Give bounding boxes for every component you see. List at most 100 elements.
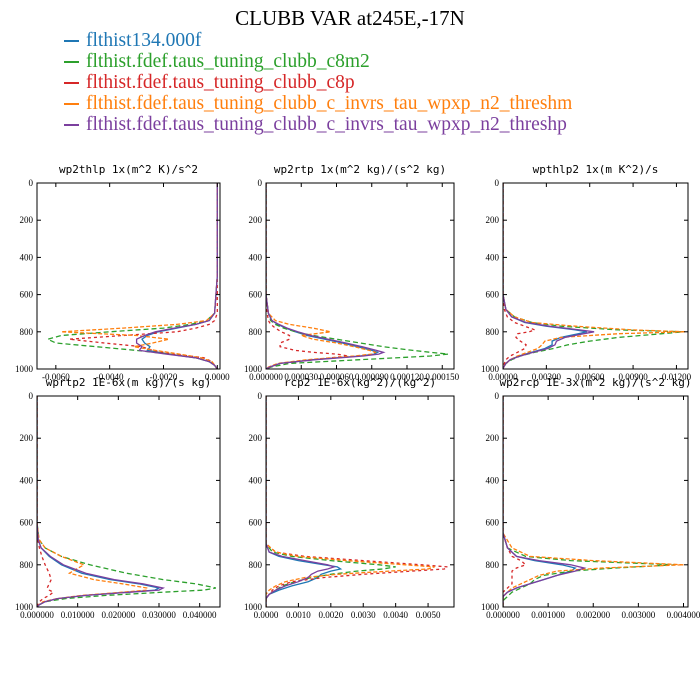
series-line [503,396,577,607]
y-tick-label: 600 [20,518,34,528]
y-tick-label: 1000 [244,364,263,374]
y-tick-label: 600 [20,290,34,300]
x-tick-label: 0.00000 [488,372,518,382]
legend-label: flthist.fdef.taus_tuning_clubb_c_invrs_t… [86,114,567,135]
y-tick-label: 0 [258,391,263,401]
panel-title: wp2rcp 1E-3x(m^2 kg)/(s^2 kg) [499,376,691,389]
panel-title: rcp2 1E-6x(kg^2)/(kg^2) [284,376,436,389]
x-tick-label: 0.0050 [416,610,441,620]
series-line [266,183,386,369]
legend-item: flthist.fdef.taus_tuning_clubb_c8p [64,72,572,93]
y-tick-label: 400 [20,475,34,485]
x-tick-label: 0.040000 [183,610,217,620]
y-tick-label: 600 [486,290,500,300]
y-tick-label: 200 [486,433,500,443]
series-line [266,396,337,607]
panel-title: wp2rtp 1x(m^2 kg)/(s^2 kg) [274,163,446,176]
series-line [503,396,527,607]
series-line [37,396,217,607]
figure-title: CLUBB VAR at245E,-17N [235,6,465,30]
y-tick-label: 800 [249,560,263,570]
x-tick-label: 0.000120 [390,372,424,382]
series-line [37,396,148,607]
legend-label: flthist.fdef.taus_tuning_clubb_c8m2 [86,51,370,72]
x-tick-label: 0.020000 [101,610,135,620]
y-tick-label: 600 [486,518,500,528]
y-tick-label: 600 [249,290,263,300]
legend-label: flthist134.000f [86,30,202,51]
y-tick-label: 200 [249,433,263,443]
x-tick-label: 0.000000 [486,610,520,620]
panel-title: wp2thlp 1x(m^2 K)/s^2 [59,163,198,176]
y-tick-label: 0 [495,391,500,401]
y-tick-label: 400 [486,475,500,485]
series-line [135,183,218,369]
y-tick-label: 400 [20,252,34,262]
y-tick-label: 0 [29,391,34,401]
legend-item: flthist134.000f [64,30,572,51]
y-tick-label: 400 [486,252,500,262]
chart-panel: wp2thlp 1x(m^2 K)/s^2 0 200 400 600 800 1000 -0… [15,163,230,382]
chart-panel: wp2rcp 1E-3x(m^2 kg)/(s^2 kg) 0 200 400 600 8… [481,376,700,620]
legend-swatch [64,123,79,126]
x-tick-label: 0.030000 [142,610,176,620]
y-tick-label: 200 [20,215,34,225]
y-tick-label: 800 [486,327,500,337]
series-line [61,183,218,369]
x-tick-label: 0.01200 [662,372,692,382]
y-tick-label: 1000 [481,364,500,374]
x-tick-label: 0.0040 [383,610,408,620]
x-tick-label: 0.0030 [351,610,376,620]
y-tick-label: 600 [249,518,263,528]
plot-frame [502,182,689,370]
chart-panel: rcp2 1E-6x(kg^2)/(kg^2) 0 200 400 600 800 1000… [244,376,455,620]
x-tick-label: 0.000000 [249,372,283,382]
plot-frame [265,182,455,370]
series-line [503,183,537,369]
series-line [266,396,450,607]
plot-frame [36,182,221,370]
y-tick-label: 800 [20,327,34,337]
x-tick-label: 0.004000 [667,610,700,620]
x-tick-label: 0.000030 [284,372,318,382]
legend-label: flthist.fdef.taus_tuning_clubb_c_invrs_t… [86,93,573,114]
y-tick-label: 800 [249,327,263,337]
series-line [266,183,377,369]
x-tick-label: 0.000090 [355,372,389,382]
legend-item: flthist.fdef.taus_tuning_clubb_c_invrs_t… [64,114,572,135]
series-line [503,183,595,369]
x-tick-label: 0.00900 [618,372,648,382]
y-tick-label: 800 [486,560,500,570]
series-line [503,183,684,369]
y-tick-label: 1000 [15,364,34,374]
x-tick-label: 0.000150 [425,372,459,382]
legend-item: flthist.fdef.taus_tuning_clubb_c_invrs_t… [64,93,572,114]
y-tick-label: 200 [249,215,263,225]
series-line [503,396,587,607]
series-line [266,396,396,607]
chart-panel: wp2rtp 1x(m^2 kg)/(s^2 kg) 0 200 400 600 800 1… [244,163,460,382]
plot-frame [502,395,689,608]
legend-swatch [64,81,79,84]
series-line [141,183,218,369]
chart-panel: wpthlp2 1x(m K^2)/s020040060080010000.00… [481,163,692,382]
legend-swatch [64,102,79,105]
x-tick-label: 0.0000 [254,610,279,620]
series-line [503,396,675,607]
panel-title: wprtp2 1E-6x(m kg)/(s kg) [46,376,212,389]
y-tick-label: 0 [258,178,263,188]
series-line [266,396,435,607]
x-tick-label: 0.0000 [205,372,230,382]
legend-label: flthist.fdef.taus_tuning_clubb_c8p [86,72,355,93]
legend-swatch [64,60,79,63]
x-tick-label: 0.003000 [621,610,655,620]
y-tick-label: 200 [20,433,34,443]
y-tick-label: 1000 [481,602,500,612]
panel-title: wpthlp2 1x(m K^2)/s [533,163,659,176]
series-line [503,396,684,607]
y-tick-label: 800 [20,560,34,570]
legend: flthist134.000f flthist.fdef.taus_tuning… [64,30,572,135]
x-tick-label: 0.001000 [531,610,565,620]
x-tick-label: 0.00300 [532,372,562,382]
